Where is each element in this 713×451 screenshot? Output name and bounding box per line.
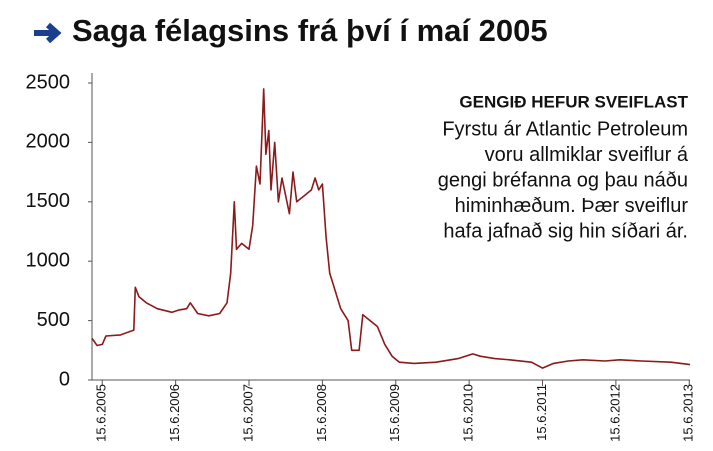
x-tick-label: 15.6.2012 xyxy=(607,384,622,442)
x-tick-label: 15.6.2010 xyxy=(461,384,476,442)
x-tick-label: 15.6.2005 xyxy=(94,384,109,442)
x-tick-label: 15.6.2011 xyxy=(534,384,549,441)
y-tick-label: 1000 xyxy=(26,249,71,271)
title-arrow xyxy=(34,22,62,44)
y-tick-label: 0 xyxy=(59,368,70,390)
annotation-line: Fyrstu ár Atlantic Petroleum xyxy=(442,118,688,140)
price-line xyxy=(91,88,691,369)
x-tick-label: 15.6.2007 xyxy=(240,384,255,442)
annotation-line: gengi bréfanna og þau náðu xyxy=(438,169,688,191)
y-tick-label: 500 xyxy=(37,309,70,331)
x-tick-label: 15.6.2006 xyxy=(167,384,182,442)
y-tick-label: 2000 xyxy=(26,131,71,153)
y-tick-label: 1500 xyxy=(26,190,71,212)
y-tick-label: 2500 xyxy=(26,71,71,93)
x-tick-label: 15.6.2013 xyxy=(681,384,696,442)
annotation-line: himinhæðum. Þær sveiflur xyxy=(455,195,689,217)
annotation-title: GENGIÐ HEFUR SVEIFLAST xyxy=(459,92,688,111)
x-tick-label: 15.6.2009 xyxy=(387,384,402,442)
annotation-line: hafa jafnað sig hin síðari ár. xyxy=(443,220,688,242)
chart-title: Saga félagsins frá því í maí 2005 xyxy=(72,13,548,48)
annotation-line: voru allmiklar sveiflur á xyxy=(485,144,689,166)
x-tick-label: 15.6.2008 xyxy=(314,384,329,442)
